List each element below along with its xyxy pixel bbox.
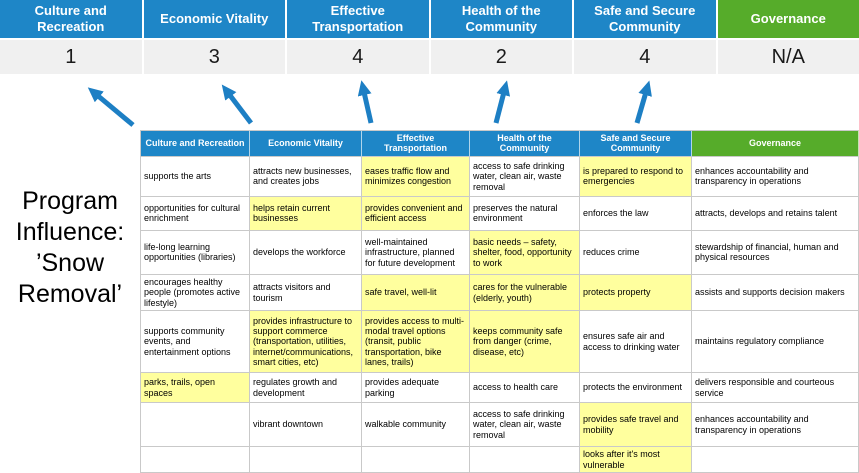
matrix-cell-highlighted: is prepared to respond to emergencies [580, 157, 692, 197]
matrix-cell-highlighted: provides safe travel and mobility [580, 403, 692, 447]
score-governance: N/A [718, 40, 859, 74]
matrix-cell: develops the workforce [250, 231, 362, 275]
banner-culture-and-recreation: Culture and Recreation [0, 0, 142, 38]
program-title: Program Influence: ’Snow Removal’ [0, 186, 140, 310]
matrix-cell: attracts visitors and tourism [250, 275, 362, 311]
matrix-row: supports community events, and entertain… [140, 311, 859, 373]
matrix-cell-highlighted: looks after it's most vulnerable [580, 447, 692, 473]
matrix-cell [250, 447, 362, 473]
matrix-cell: provides adequate parking [362, 373, 470, 403]
matrix-cell-highlighted: protects property [580, 275, 692, 311]
matrix-cell-highlighted: provides access to multi-modal travel op… [362, 311, 470, 373]
matrix-header-cell: Effective Transportation [362, 130, 470, 157]
matrix-cell: encourages healthy people (promotes acti… [140, 275, 250, 311]
matrix-cell-highlighted: helps retain current businesses [250, 197, 362, 231]
matrix-cell: protects the environment [580, 373, 692, 403]
program-title-line: ’Snow [0, 248, 140, 279]
matrix-cell: ensures safe air and access to drinking … [580, 311, 692, 373]
up-arrow-icon [496, 92, 504, 123]
matrix-cell: enhances accountability and transparency… [692, 403, 859, 447]
score-culture-and-recreation: 1 [0, 40, 142, 74]
matrix-cell [140, 403, 250, 447]
matrix-cell-highlighted: provides infrastructure to support comme… [250, 311, 362, 373]
matrix-row: encourages healthy people (promotes acti… [140, 275, 859, 311]
matrix-cell: opportunities for cultural enrichment [140, 197, 250, 231]
banner-health-of-the-community: Health of the Community [431, 0, 573, 38]
matrix-cell: stewardship of financial, human and phys… [692, 231, 859, 275]
matrix-header-cell: Safe and Secure Community [580, 130, 692, 157]
influence-arrows [0, 74, 859, 130]
program-title-line: Program [0, 186, 140, 217]
matrix-cell: supports community events, and entertain… [140, 311, 250, 373]
up-arrow-icon [229, 94, 251, 123]
matrix-cell: preserves the natural environment [470, 197, 580, 231]
matrix-cell: assists and supports decision makers [692, 275, 859, 311]
matrix-cell: delivers responsible and courteous servi… [692, 373, 859, 403]
matrix-cell-highlighted: parks, trails, open spaces [140, 373, 250, 403]
matrix-cell-highlighted: provides convenient and efficient access [362, 197, 470, 231]
matrix-header-cell: Culture and Recreation [140, 130, 250, 157]
matrix-row: life-long learning opportunities (librar… [140, 231, 859, 275]
matrix-cell: vibrant downtown [250, 403, 362, 447]
matrix-cell: enhances accountability and transparency… [692, 157, 859, 197]
matrix-cell: access to safe drinking water, clean air… [470, 403, 580, 447]
program-title-line: Influence: [0, 217, 140, 248]
matrix-cell: attracts new businesses, and creates job… [250, 157, 362, 197]
matrix-cell: maintains regulatory compliance [692, 311, 859, 373]
up-arrow-icon [97, 95, 133, 125]
matrix-cell: access to safe drinking water, clean air… [470, 157, 580, 197]
banner-economic-vitality: Economic Vitality [144, 0, 286, 38]
score-safe-and-secure-community: 4 [574, 40, 716, 74]
matrix-cell [140, 447, 250, 473]
program-title-line: Removal’ [0, 279, 140, 310]
score-row: 1 3 4 2 4 N/A [0, 40, 859, 74]
matrix-cell [692, 447, 859, 473]
score-health-of-the-community: 2 [431, 40, 573, 74]
matrix-cell: reduces crime [580, 231, 692, 275]
matrix-header-cell: Governance [692, 130, 859, 157]
up-arrow-icon [364, 92, 371, 123]
matrix-header-cell: Health of the Community [470, 130, 580, 157]
matrix-cell: attracts, develops and retains talent [692, 197, 859, 231]
score-economic-vitality: 3 [144, 40, 286, 74]
matrix-header-cell: Economic Vitality [250, 130, 362, 157]
matrix-cell: walkable community [362, 403, 470, 447]
matrix-cell-highlighted: basic needs – safety, shelter, food, opp… [470, 231, 580, 275]
matrix-cell: regulates growth and development [250, 373, 362, 403]
banner-effective-transportation: Effective Transportation [287, 0, 429, 38]
matrix-cell-highlighted: safe travel, well-lit [362, 275, 470, 311]
matrix-cell-highlighted: cares for the vulnerable (elderly, youth… [470, 275, 580, 311]
matrix-cell: life-long learning opportunities (librar… [140, 231, 250, 275]
banner-safe-and-secure-community: Safe and Secure Community [574, 0, 716, 38]
matrix-cell: access to health care [470, 373, 580, 403]
matrix-cell: supports the arts [140, 157, 250, 197]
matrix-cell-highlighted: eases traffic flow and minimizes congest… [362, 157, 470, 197]
up-arrow-icon [637, 92, 646, 123]
matrix-cell: enforces the law [580, 197, 692, 231]
matrix-cell [470, 447, 580, 473]
matrix-row: looks after it's most vulnerable [140, 447, 859, 473]
matrix-cell-highlighted: keeps community safe from danger (crime,… [470, 311, 580, 373]
matrix-cell: well-maintained infrastructure, planned … [362, 231, 470, 275]
score-effective-transportation: 4 [287, 40, 429, 74]
matrix-cell [362, 447, 470, 473]
banner-governance: Governance [718, 0, 859, 38]
score-banner: Culture and Recreation Economic Vitality… [0, 0, 859, 38]
